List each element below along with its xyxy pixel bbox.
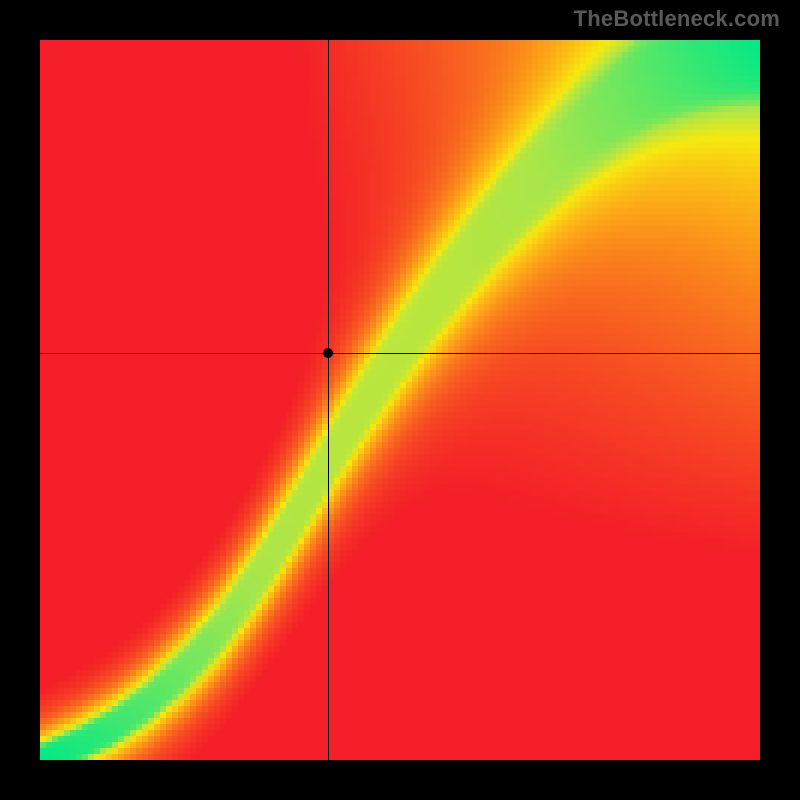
crosshair-horizontal-line: [40, 353, 760, 354]
crosshair-vertical-line: [328, 40, 329, 760]
watermark-text: TheBottleneck.com: [574, 6, 780, 32]
heatmap-plot-area: [40, 40, 760, 760]
figure-container: TheBottleneck.com: [0, 0, 800, 800]
heatmap-canvas: [40, 40, 760, 760]
crosshair-marker: [323, 348, 333, 358]
